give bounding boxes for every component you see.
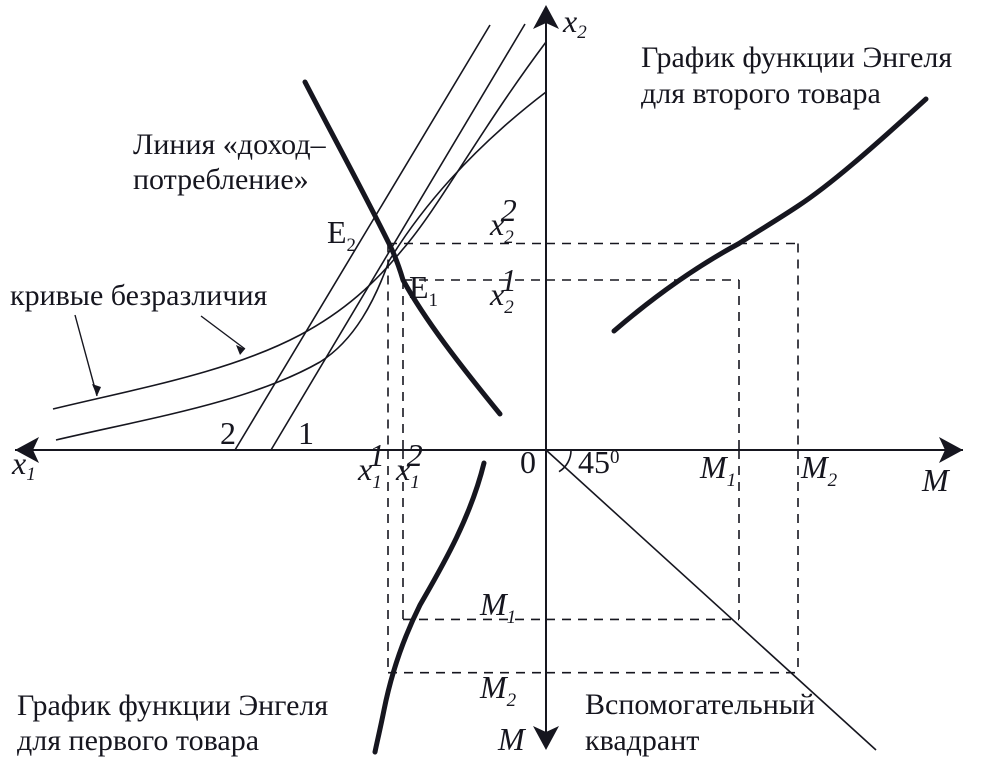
- svg-text:0: 0: [520, 444, 536, 480]
- svg-text:1: 1: [298, 415, 314, 451]
- svg-text:M: M: [921, 462, 951, 498]
- svg-text:Вспомогательный: Вспомогательный: [585, 688, 815, 721]
- svg-text:кривые безразличия: кривые безразличия: [10, 279, 268, 312]
- svg-text:График функции Энгеля: График функции Энгеля: [641, 41, 952, 74]
- svg-text:для первого товара: для первого товара: [17, 724, 259, 757]
- svg-text:для второго товара: для второго товара: [641, 77, 881, 110]
- svg-text:График функции Энгеля: График функции Энгеля: [17, 689, 328, 722]
- svg-text:потребление»: потребление»: [133, 163, 309, 196]
- svg-text:квадрант: квадрант: [585, 724, 699, 757]
- svg-text:Линия «доход–: Линия «доход–: [133, 128, 327, 161]
- svg-text:M: M: [497, 721, 527, 757]
- svg-text:2: 2: [220, 415, 236, 451]
